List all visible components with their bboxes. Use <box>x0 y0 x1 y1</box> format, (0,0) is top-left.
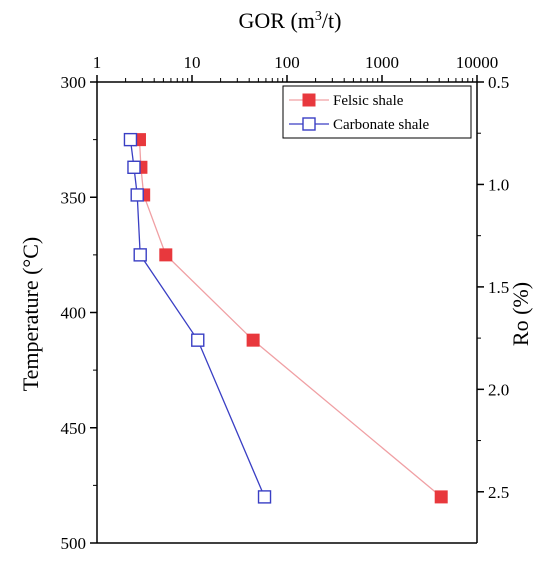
legend: Felsic shale Carbonate shale <box>282 85 472 139</box>
data-point <box>130 188 144 202</box>
data-point <box>159 248 173 262</box>
x-tick-label: 1 <box>93 53 102 72</box>
series-felsic-shale <box>132 133 448 504</box>
data-point <box>133 248 147 262</box>
legend-entry: Carbonate shale <box>289 117 430 133</box>
legend-label: Carbonate shale <box>333 117 430 133</box>
y-right-tick-label: 2.5 <box>488 483 509 502</box>
y-left-tick-label: 300 <box>61 73 87 92</box>
y-right-tick-label: 2.0 <box>488 380 509 399</box>
series-layer <box>123 132 448 504</box>
y-left-tick-label: 350 <box>61 188 87 207</box>
data-point <box>246 333 260 347</box>
x-tick-label: 10000 <box>456 53 499 72</box>
data-point <box>434 490 448 504</box>
legend-marker <box>302 93 316 107</box>
data-point <box>191 333 205 347</box>
legend-marker <box>302 117 316 131</box>
y-right-tick-label: 0.5 <box>488 73 509 92</box>
y-left-tick-label: 500 <box>61 534 87 553</box>
series-carbonate-shale <box>123 132 272 504</box>
data-point <box>257 490 272 504</box>
plot-frame <box>96 81 478 544</box>
y-right-tick-label: 1.5 <box>488 278 509 297</box>
x-axis-ticks: 1 10 100 1000 10000 <box>93 53 499 82</box>
x-tick-label: 100 <box>274 53 300 72</box>
series-line <box>138 139 442 498</box>
y-axis-right-title: Ro (%) <box>508 282 533 346</box>
data-point <box>123 132 138 147</box>
y-right-tick-label: 1.0 <box>488 175 509 194</box>
y-axis-right-ticks: 0.5 1.0 1.5 2.0 2.5 <box>477 73 509 502</box>
legend-entry: Felsic shale <box>289 93 404 109</box>
x-axis-title: GOR (m3/t) <box>239 8 342 33</box>
y-axis-left-title: Temperature (°C) <box>18 237 43 391</box>
legend-label: Felsic shale <box>333 93 404 109</box>
series-line <box>129 139 266 498</box>
y-left-tick-label: 450 <box>61 419 87 438</box>
data-point <box>127 160 141 174</box>
x-tick-label: 1000 <box>365 53 399 72</box>
y-axis-left-ticks: 300 350 400 450 500 <box>61 73 97 553</box>
x-tick-label: 10 <box>184 53 201 72</box>
y-left-tick-label: 400 <box>61 304 87 323</box>
